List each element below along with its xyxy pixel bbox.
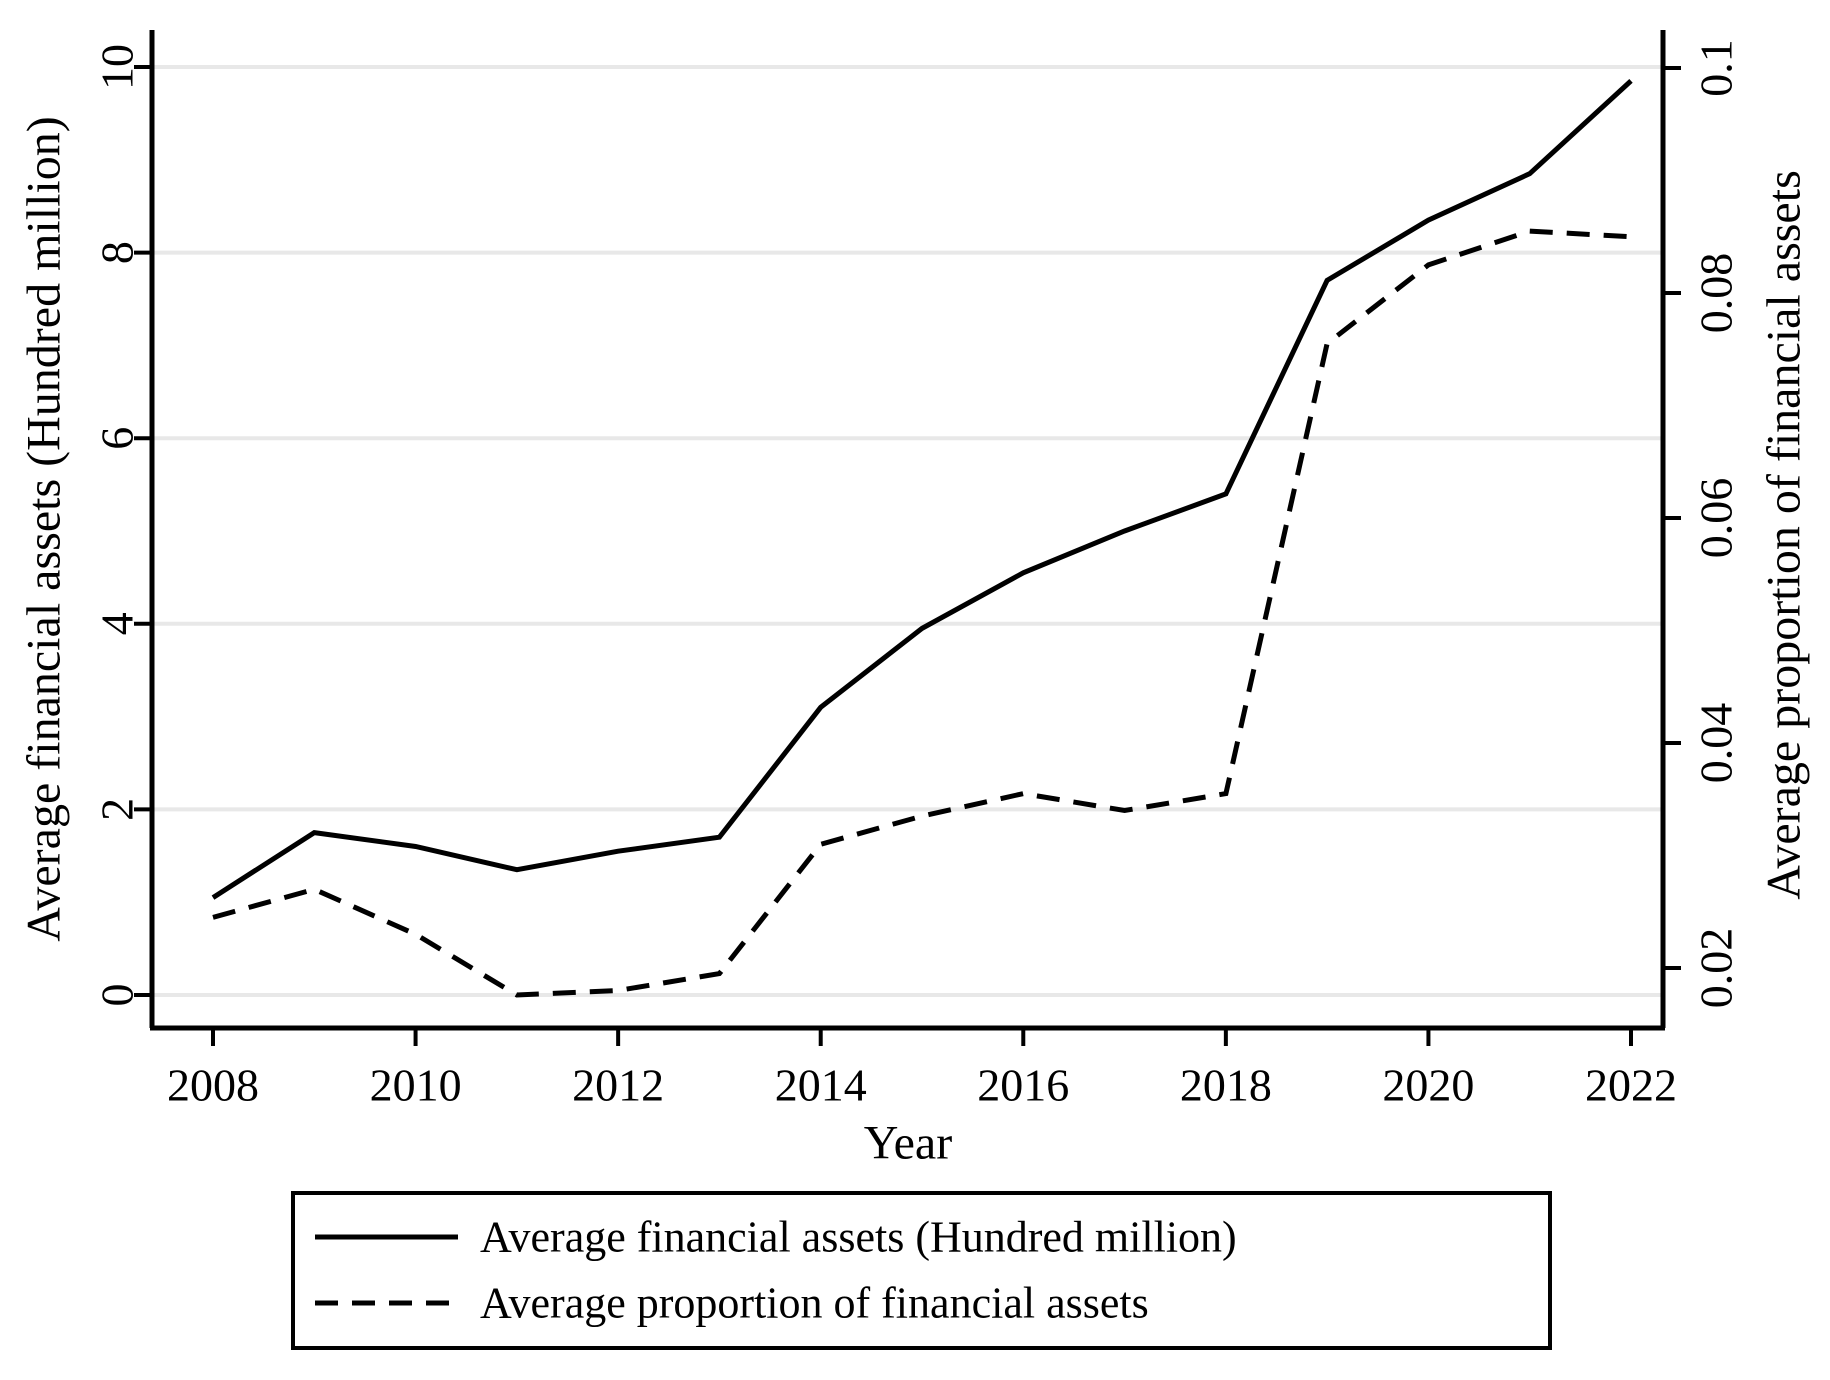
- right-axis-tick-label: 0.02: [1691, 928, 1742, 1009]
- left-axis-tick-label: 6: [92, 427, 143, 450]
- x-axis-title: Year: [864, 1117, 952, 1170]
- left-axis-tick-label: 0: [92, 984, 143, 1007]
- x-axis-tick-label: 2016: [977, 1060, 1069, 1111]
- x-axis-tick-label: 2018: [1180, 1060, 1272, 1111]
- tick-labels: 0 2 4 6 8 10 0.02 0.04 0.06 0.08 0.1 2008 2010 2012 20…: [92, 39, 1742, 1110]
- series-lines: [211, 79, 1633, 998]
- legend-box: [291, 1191, 1552, 1350]
- right-axis-tick-label: 0.04: [1691, 703, 1742, 784]
- left-axis-tick-label: 4: [92, 612, 143, 635]
- axes: [149, 30, 1666, 1031]
- left-axis-tick-label: 10: [92, 44, 143, 90]
- right-axis-tick-label: 0.1: [1691, 39, 1742, 97]
- series-line-proportion: [212, 228, 1632, 998]
- x-axis-tick-label: 2008: [167, 1060, 259, 1111]
- right-axis-tick-label: 0.06: [1691, 478, 1742, 559]
- legend-label-financial-assets: Average financial assets (Hundred millio…: [480, 1213, 1237, 1262]
- x-axis-tick-label: 2020: [1382, 1060, 1474, 1111]
- right-axis-tick-label: 0.08: [1691, 253, 1742, 334]
- left-axis-title: Average financial assets (Hundred millio…: [18, 116, 71, 942]
- x-axis-tick-label: 2010: [370, 1060, 462, 1111]
- tick-marks: [134, 65, 1681, 1046]
- left-axis-tick-label: 8: [92, 241, 143, 264]
- x-axis-tick-label: 2012: [572, 1060, 664, 1111]
- legend-label-proportion: Average proportion of financial assets: [480, 1279, 1149, 1328]
- gridlines: [152, 65, 1663, 997]
- series-line-financial-assets: [211, 79, 1633, 900]
- left-axis-tick-label: 2: [92, 798, 143, 821]
- x-axis-tick-label: 2022: [1585, 1060, 1677, 1111]
- legend: Average financial assets (Hundred millio…: [291, 1191, 1552, 1350]
- right-axis-title: Average proportion of financial assets: [1758, 170, 1811, 900]
- x-axis-tick-label: 2014: [775, 1060, 867, 1111]
